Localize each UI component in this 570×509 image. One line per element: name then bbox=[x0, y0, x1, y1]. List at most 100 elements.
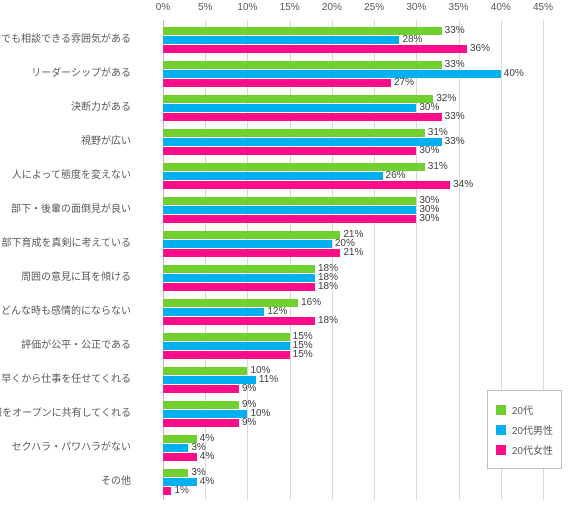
bar-value-label: 34% bbox=[453, 179, 473, 190]
bar-row: 部下・後輩の面倒見が良い30%30%30% bbox=[163, 193, 543, 227]
bar-segment bbox=[163, 308, 264, 316]
bar-value-label: 33% bbox=[445, 136, 465, 147]
bar-segment bbox=[163, 104, 416, 112]
bar-segment bbox=[163, 469, 188, 477]
bar-segment bbox=[163, 385, 239, 393]
category-label: 早くから仕事を任せてくれる bbox=[0, 374, 131, 386]
category-label: いつでも相談できる雰囲気がある bbox=[0, 34, 131, 46]
bar-segment bbox=[163, 45, 467, 53]
bar-value-label: 12% bbox=[267, 306, 287, 317]
legend-swatch bbox=[496, 425, 506, 435]
category-label: セクハラ・パワハラがない bbox=[0, 442, 131, 454]
x-tick-label: 40% bbox=[491, 2, 511, 13]
category-label: 人によって態度を変えない bbox=[0, 170, 131, 182]
bar-value-label: 1% bbox=[174, 485, 188, 496]
bar-value-label: 36% bbox=[470, 43, 490, 54]
bar-segment bbox=[163, 317, 315, 325]
bar-segment bbox=[163, 113, 442, 121]
bar-row: 人によって態度を変えない31%26%34% bbox=[163, 159, 543, 193]
legend-item: 20代男性 bbox=[496, 422, 553, 437]
bar-segment bbox=[163, 197, 416, 205]
category-label: 部下・後輩の面倒見が良い bbox=[0, 204, 131, 216]
bar-row: どんな時も感情的にならない16%12%18% bbox=[163, 295, 543, 329]
bar-segment bbox=[163, 410, 247, 418]
bar-segment bbox=[163, 419, 239, 427]
bar-row: 評価が公平・公正である15%15%15% bbox=[163, 329, 543, 363]
bar-segment bbox=[163, 95, 433, 103]
x-tick-label: 5% bbox=[198, 2, 212, 13]
bar-row: 決断力がある32%30%33% bbox=[163, 91, 543, 125]
legend-item: 20代 bbox=[496, 402, 553, 417]
bar-row: 視野が広い31%33%30% bbox=[163, 125, 543, 159]
bar-segment bbox=[163, 487, 171, 495]
bar-value-label: 27% bbox=[394, 77, 414, 88]
bar-value-label: 28% bbox=[402, 34, 422, 45]
x-tick-label: 45% bbox=[533, 2, 553, 13]
bar-value-label: 9% bbox=[242, 383, 256, 394]
legend-swatch bbox=[496, 405, 506, 415]
bar-segment bbox=[163, 27, 442, 35]
bar-value-label: 21% bbox=[343, 247, 363, 258]
bar-segment bbox=[163, 342, 290, 350]
category-label: 情報をオープンに共有してくれる bbox=[0, 408, 131, 420]
bar-value-label: 15% bbox=[293, 349, 313, 360]
legend-swatch bbox=[496, 445, 506, 455]
bar-segment bbox=[163, 453, 197, 461]
bar-segment bbox=[163, 283, 315, 291]
bar-row: 周囲の意見に耳を傾ける18%18%18% bbox=[163, 261, 543, 295]
category-label: 視野が広い bbox=[0, 136, 131, 148]
bar-value-label: 33% bbox=[445, 59, 465, 70]
x-tick-label: 20% bbox=[322, 2, 342, 13]
bar-segment bbox=[163, 367, 247, 375]
bar-value-label: 11% bbox=[259, 374, 278, 385]
legend-label: 20代男性 bbox=[512, 422, 553, 437]
bar-segment bbox=[163, 401, 239, 409]
x-tick-label: 10% bbox=[237, 2, 257, 13]
bar-segment bbox=[163, 181, 450, 189]
bar-segment bbox=[163, 172, 383, 180]
x-tick-label: 0% bbox=[156, 2, 170, 13]
legend-label: 20代 bbox=[512, 402, 533, 417]
bar-segment bbox=[163, 129, 425, 137]
bar-value-label: 4% bbox=[200, 476, 214, 487]
bar-segment bbox=[163, 36, 399, 44]
bar-value-label: 30% bbox=[419, 102, 439, 113]
bar-value-label: 40% bbox=[504, 68, 524, 79]
x-tick-label: 15% bbox=[280, 2, 300, 13]
bar-segment bbox=[163, 274, 315, 282]
bar-value-label: 31% bbox=[428, 161, 448, 172]
x-axis-labels: 0%5%10%15%20%25%30%35%40%45% bbox=[163, 0, 543, 20]
bar-segment bbox=[163, 61, 442, 69]
bar-value-label: 30% bbox=[419, 145, 439, 156]
bar-segment bbox=[163, 215, 416, 223]
bar-segment bbox=[163, 231, 340, 239]
bar-row: その他3%4%1% bbox=[163, 465, 543, 499]
bar-segment bbox=[163, 249, 340, 257]
category-label: リーダーシップがある bbox=[0, 68, 131, 80]
x-tick-label: 30% bbox=[406, 2, 426, 13]
legend-label: 20代女性 bbox=[512, 442, 553, 457]
category-label: 決断力がある bbox=[0, 102, 131, 114]
category-label: 周囲の意見に耳を傾ける bbox=[0, 272, 131, 284]
bar-value-label: 26% bbox=[386, 170, 406, 181]
bar-segment bbox=[163, 79, 391, 87]
bar-segment bbox=[163, 444, 188, 452]
bar-row: 部下育成を真剣に考えている21%20%21% bbox=[163, 227, 543, 261]
bar-segment bbox=[163, 265, 315, 273]
bar-value-label: 30% bbox=[419, 213, 439, 224]
survey-bar-chart: 0%5%10%15%20%25%30%35%40%45% いつでも相談できる雰囲… bbox=[0, 0, 570, 509]
bar-value-label: 16% bbox=[301, 297, 321, 308]
bar-segment bbox=[163, 333, 290, 341]
bar-segment bbox=[163, 351, 290, 359]
bar-value-label: 4% bbox=[200, 451, 214, 462]
bar-value-label: 18% bbox=[318, 281, 338, 292]
bar-segment bbox=[163, 138, 442, 146]
category-label: 部下育成を真剣に考えている bbox=[0, 238, 131, 250]
bar-segment bbox=[163, 240, 332, 248]
category-label: その他 bbox=[0, 476, 131, 488]
bar-row: リーダーシップがある33%40%27% bbox=[163, 57, 543, 91]
bar-row: いつでも相談できる雰囲気がある33%28%36% bbox=[163, 23, 543, 57]
bar-value-label: 18% bbox=[318, 315, 338, 326]
x-tick-label: 35% bbox=[449, 2, 469, 13]
bar-segment bbox=[163, 70, 501, 78]
